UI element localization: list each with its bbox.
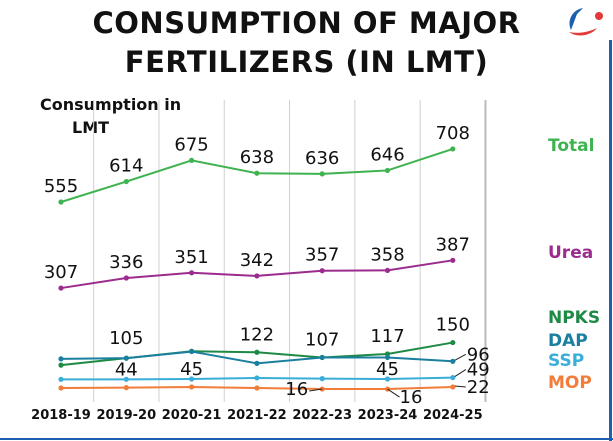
data-point [384, 167, 391, 174]
frame-border [609, 40, 612, 441]
chart-title-line-1: CONSUMPTION OF MAJOR [92, 6, 521, 40]
data-label: 16 [400, 387, 423, 408]
data-label: 708 [436, 123, 470, 144]
data-point [58, 385, 64, 391]
data-point [189, 157, 195, 163]
frame-border-bottom [0, 438, 613, 440]
data-point [319, 354, 325, 361]
data-point [58, 362, 64, 368]
x-tick-label: 2023-24 [358, 408, 418, 423]
data-point [58, 199, 64, 205]
data-point [254, 170, 260, 176]
data-label: 351 [174, 247, 208, 268]
data-point [254, 385, 260, 391]
data-point [450, 358, 456, 364]
data-label: 646 [370, 144, 404, 165]
data-point [450, 339, 456, 346]
x-tick-label: 2022-23 [292, 408, 352, 423]
data-label: 22 [467, 377, 490, 398]
leader-line [454, 369, 467, 378]
data-label: 342 [240, 250, 274, 271]
data-point [58, 285, 64, 291]
chart-title-line-2: FERTILIZERS (IN LMT) [124, 45, 489, 79]
data-label: 122 [240, 324, 274, 345]
legend-label-mop: MOP [548, 373, 592, 393]
data-label: 96 [467, 344, 490, 365]
data-point [123, 275, 129, 281]
data-label: 45 [180, 359, 203, 380]
data-point [189, 376, 195, 382]
y-axis-label-line-1: Consumption in [40, 95, 182, 114]
leader-line [387, 388, 400, 398]
data-label: 117 [370, 326, 404, 347]
y-axis-label-line-2: LMT [72, 118, 110, 137]
data-label: 638 [240, 147, 274, 168]
logo-icon [569, 8, 603, 36]
data-point [123, 385, 129, 391]
x-tick-label: 2020-21 [162, 408, 222, 423]
data-label: 555 [44, 176, 78, 197]
legend-label-dap: DAP [548, 331, 588, 351]
x-tick-label: 2024-25 [423, 408, 483, 423]
data-point [189, 270, 195, 276]
data-label: 150 [436, 315, 470, 336]
data-label: 336 [109, 252, 143, 273]
x-tick-label: 2018-19 [31, 408, 91, 423]
data-label: 357 [305, 245, 339, 266]
data-label: 45 [376, 359, 399, 380]
data-point [384, 376, 391, 382]
data-label: 675 [174, 134, 208, 155]
data-point [384, 354, 391, 361]
data-point [319, 268, 325, 274]
data-point [450, 374, 456, 381]
data-label: 358 [370, 244, 404, 265]
data-label: 307 [44, 262, 78, 283]
data-point [384, 267, 391, 273]
legend-label-total: Total [548, 136, 594, 156]
leader-line [454, 353, 467, 361]
data-point [123, 355, 129, 361]
leader-line [454, 385, 466, 388]
data-point [58, 376, 64, 382]
data-label: 44 [115, 359, 138, 380]
data-point [254, 360, 260, 366]
data-label: 387 [436, 234, 470, 255]
data-point [58, 356, 64, 362]
data-label: 614 [109, 156, 143, 177]
data-point [319, 376, 325, 382]
x-tick-label: 2021-22 [227, 408, 287, 423]
data-point [450, 384, 456, 390]
legend-label-ssp: SSP [548, 351, 584, 371]
data-point [123, 376, 129, 382]
data-point [189, 348, 195, 355]
x-tick-label: 2019-20 [96, 408, 156, 423]
data-label: 107 [305, 329, 339, 350]
data-point [450, 257, 456, 263]
legend-label-npks: NPKS [548, 308, 600, 328]
data-point [254, 273, 260, 279]
leader-line [309, 388, 323, 392]
legend-label-urea: Urea [548, 243, 593, 263]
data-point [254, 375, 260, 381]
data-point [450, 146, 456, 152]
data-label: 49 [467, 360, 490, 381]
data-label: 16 [285, 379, 308, 400]
data-point [254, 349, 260, 355]
data-point [189, 384, 195, 390]
data-label: 636 [305, 148, 339, 169]
data-point [123, 178, 129, 185]
data-point [319, 171, 325, 177]
data-label: 105 [109, 328, 143, 349]
